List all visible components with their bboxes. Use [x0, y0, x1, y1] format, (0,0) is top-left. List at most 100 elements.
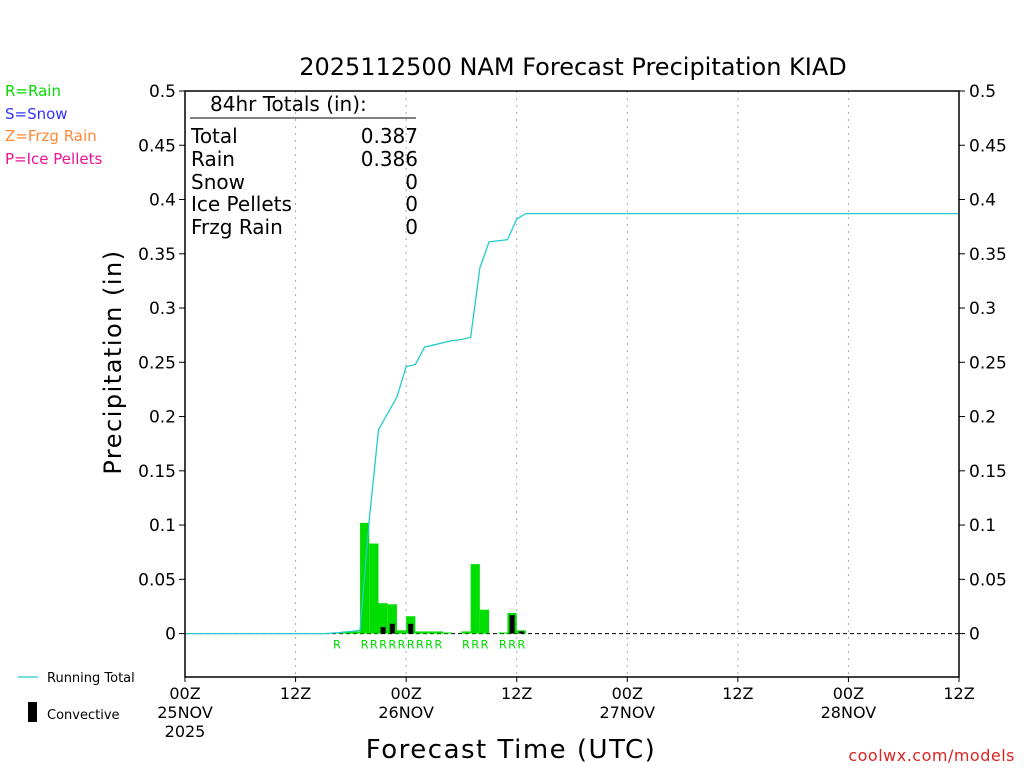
precip-bar	[498, 632, 508, 634]
y-tick-label-left: 0.2	[149, 408, 176, 428]
totals-box: 84hr Totals (in): Total 0.387 Rain 0.386…	[190, 92, 418, 239]
y-tick-label-left: 0.35	[138, 245, 176, 265]
ptype-label: R	[370, 638, 378, 652]
ptype-label: R	[499, 638, 507, 652]
x-tick-label: 00Z	[833, 684, 864, 703]
precip-bar	[443, 632, 453, 634]
precip-bar	[378, 603, 388, 634]
running-total-line	[185, 212, 959, 635]
x-tick-label: 12Z	[280, 684, 311, 703]
ptype-label: R	[398, 638, 406, 652]
totals-header: 84hr Totals (in):	[210, 92, 367, 116]
totals-value-ice-pellets: 0	[405, 192, 418, 216]
ptype-label: R	[517, 638, 525, 652]
ptype-label: R	[416, 638, 424, 652]
totals-label-total: Total	[190, 124, 238, 148]
legend-convective: Convective	[47, 708, 120, 723]
y-tick-label-left: 0.1	[149, 516, 176, 536]
y-tick-label-left: 0.25	[138, 353, 176, 373]
totals-label-rain: Rain	[191, 147, 235, 171]
ptype-label: R	[388, 638, 396, 652]
precip-bar	[470, 564, 480, 634]
x-axis-label: Forecast Time (UTC)	[366, 735, 657, 765]
convective-bars	[380, 615, 524, 634]
chart-title: 2025112500 NAM Forecast Precipitation KI…	[299, 53, 847, 81]
y-tick-label-left: 0.4	[149, 191, 176, 211]
y-tick-label-right: 0.35	[969, 245, 1007, 265]
ptype-label: R	[379, 638, 387, 652]
legend-rain: R=Rain	[5, 82, 61, 100]
y-tick-label-right: 0.45	[969, 136, 1007, 156]
ptype-legend: R=Rain S=Snow Z=Frzg Rain P=Ice Pellets	[5, 82, 102, 168]
y-tick-label-left: 0.15	[138, 462, 176, 482]
x-tick-label: 28NOV	[821, 703, 877, 722]
ptype-label: R	[471, 638, 479, 652]
totals-label-frzg-rain: Frzg Rain	[191, 215, 283, 239]
convective-bar	[509, 615, 515, 634]
totals-label-ice-pellets: Ice Pellets	[191, 192, 292, 216]
precip-bar	[350, 631, 361, 634]
precip-bar	[396, 630, 407, 634]
x-tick-label: 00Z	[612, 684, 643, 703]
legend-ice-pellets: P=Ice Pellets	[5, 150, 102, 168]
totals-value-total: 0.387	[361, 124, 418, 148]
x-tick-label: 12Z	[943, 684, 974, 703]
x-tick-label: 2025	[165, 722, 206, 741]
convective-bar	[518, 631, 524, 634]
x-tick-label: 27NOV	[599, 703, 655, 722]
legend-frzg-rain: Z=Frzg Rain	[5, 127, 97, 145]
convective-bar	[408, 623, 414, 634]
x-tick-label: 25NOV	[157, 703, 213, 722]
y-tick-label-right: 0.15	[969, 462, 1007, 482]
ptype-label: R	[361, 638, 369, 652]
ptype-label: R	[462, 638, 470, 652]
y-axis-right: 0 0.05 0.1 0.15 0.2 0.25 0.3 0.35 0.4 0.45 0.5	[959, 82, 1007, 645]
y-tick-label-right: 0.5	[969, 82, 996, 102]
y-tick-label-right: 0.1	[969, 516, 996, 536]
y-tick-label-left: 0.3	[149, 299, 176, 319]
legend-running-total: Running Total	[47, 671, 135, 686]
plot-frame	[184, 90, 960, 678]
totals-value-snow: 0	[405, 170, 418, 194]
ptype-label: R	[333, 638, 341, 652]
y-tick-label-right: 0.2	[969, 408, 996, 428]
convective-swatch	[28, 702, 37, 722]
totals-value-frzg-rain: 0	[405, 215, 418, 239]
series-legend: Running Total Convective	[18, 671, 135, 723]
totals-value-rain: 0.386	[361, 147, 418, 171]
x-tick-label: 12Z	[722, 684, 753, 703]
y-tick-label-right: 0.3	[969, 299, 996, 319]
x-tick-label: 00Z	[169, 684, 200, 703]
y-tick-label-right: 0	[969, 625, 980, 645]
ptype-label: R	[508, 638, 516, 652]
totals-label-snow: Snow	[191, 170, 245, 194]
x-tick-label: 12Z	[501, 684, 532, 703]
y-tick-label-left: 0.45	[138, 136, 176, 156]
y-tick-label-left: 0.05	[138, 570, 176, 590]
ptype-label: R	[434, 638, 442, 652]
y-tick-label-left: 0.5	[149, 82, 176, 102]
x-tick-label: 00Z	[390, 684, 421, 703]
ptype-label: R	[425, 638, 433, 652]
ptype-label: R	[480, 638, 488, 652]
convective-bar	[380, 627, 386, 634]
y-axis-label: Precipitation (in)	[99, 249, 127, 474]
y-axis-left: 0 0.05 0.1 0.15 0.2 0.25 0.3 0.35 0.4 0.45 0.5	[138, 82, 185, 645]
precip-bar	[387, 604, 397, 634]
y-tick-label-right: 0.05	[969, 570, 1007, 590]
precip-bar	[461, 631, 471, 634]
precip-bar	[369, 543, 379, 634]
credit-text: coolwx.com/models	[848, 746, 1015, 765]
grid-lines	[295, 91, 849, 677]
precip-bar	[479, 609, 490, 634]
precip-bar	[415, 631, 425, 634]
precip-bar	[424, 631, 434, 634]
x-tick-label: 26NOV	[378, 703, 434, 722]
y-tick-label-left: 0	[165, 625, 176, 645]
ptype-label: R	[407, 638, 415, 652]
convective-bar	[389, 623, 395, 634]
y-tick-label-right: 0.4	[969, 191, 996, 211]
